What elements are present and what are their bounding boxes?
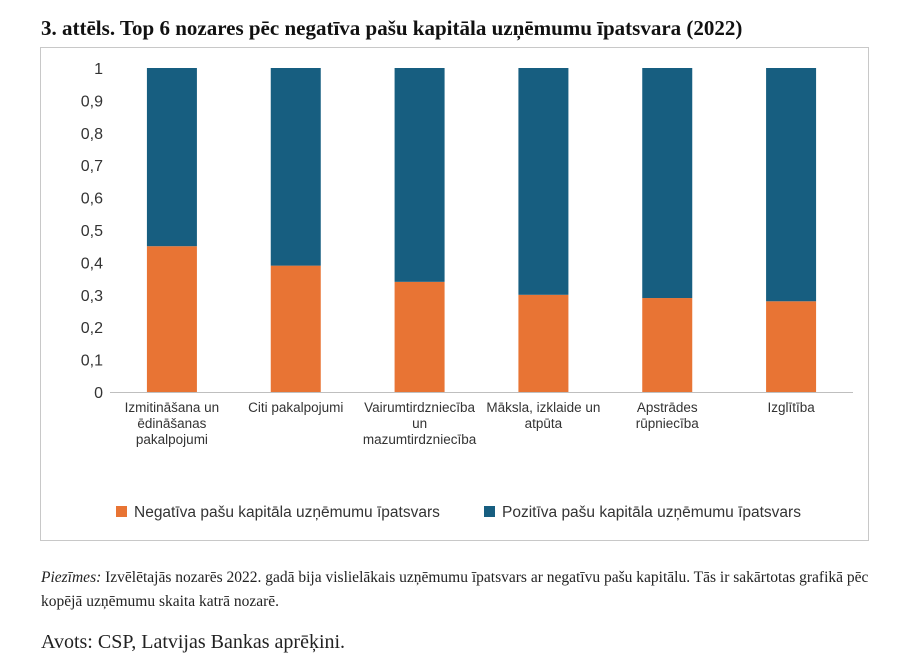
legend-swatch-negative (116, 506, 127, 517)
bar-negative (518, 294, 569, 392)
y-tick-label: 0,5 (81, 223, 103, 240)
x-category-label: Vairumtirdzniecība (364, 400, 475, 415)
chart-title: 3. attēls. Top 6 nozares pēc negatīva pa… (41, 16, 743, 40)
x-category-label: Apstrādes (637, 400, 698, 415)
stacked-bar-chart: 0 0,1 0,2 0,3 0,4 0,5 0,6 0,7 0,8 0,9 1 Izmitināšan… (81, 61, 853, 521)
x-category-label: mazumtirdzniecība (363, 432, 477, 447)
x-category-label: pakalpojumi (136, 432, 208, 447)
legend-label-negative: Negatīva pašu kapitāla uzņēmumu īpatsvar… (134, 504, 440, 521)
bar-positive (146, 68, 197, 247)
bar-negative (642, 298, 693, 392)
y-tick-label: 0,8 (81, 126, 103, 143)
bar-negative (146, 246, 197, 392)
y-tick-label: 0,3 (81, 288, 103, 305)
chart-note: Piezīmes: Izvēlētajās nozarēs 2022. gadā… (41, 566, 881, 614)
bar-positive (394, 68, 445, 282)
x-category-label: Izmitināšana un (125, 400, 220, 415)
legend-label-positive: Pozitīva pašu kapitāla uzņēmumu īpatsvar… (502, 504, 801, 521)
y-tick-label: 0,9 (81, 93, 103, 110)
x-category-label: Citi pakalpojumi (248, 400, 343, 415)
bar-positive (642, 68, 693, 299)
y-tick-label: 0 (94, 385, 103, 402)
x-category-label: Izglītība (767, 400, 815, 415)
x-category-label: un (412, 416, 427, 431)
bar-positive (270, 68, 321, 266)
y-tick-label: 1 (94, 61, 103, 78)
x-category-label: ēdināšanas (137, 416, 206, 431)
y-tick-label: 0,2 (81, 320, 103, 337)
bar-positive (766, 68, 817, 302)
legend-swatch-positive (484, 506, 495, 517)
bar-negative (270, 265, 321, 392)
source-text: Avots: CSP, Latvijas Bankas aprēķini. (41, 631, 346, 653)
y-tick-label: 0,6 (81, 191, 103, 208)
note-text: Izvēlētajās nozarēs 2022. gadā bija visl… (41, 569, 869, 610)
x-category-label: atpūta (525, 416, 563, 431)
y-tick-label: 0,4 (81, 255, 103, 272)
bar-positive (518, 68, 569, 295)
note-label: Piezīmes: (41, 569, 102, 586)
bar-negative (766, 301, 817, 392)
bar-negative (394, 281, 445, 392)
y-tick-label: 0,7 (81, 158, 103, 175)
x-category-label: Māksla, izklaide un (486, 400, 600, 415)
x-category-label: rūpniecība (636, 416, 700, 431)
y-tick-label: 0,1 (81, 353, 103, 370)
